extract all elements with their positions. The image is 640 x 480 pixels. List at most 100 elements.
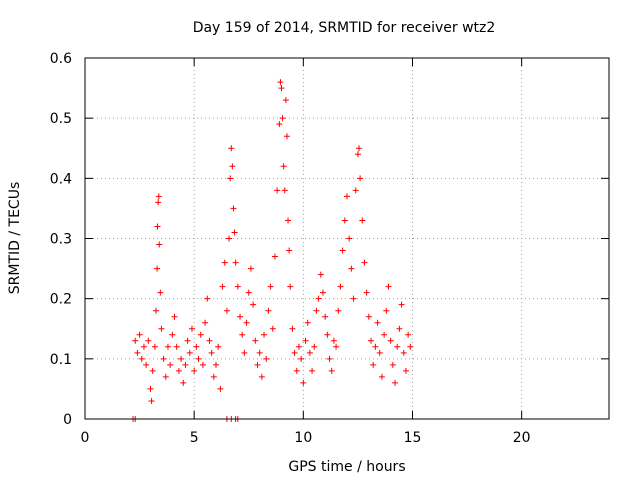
data-point [313, 307, 320, 314]
data-point [282, 97, 289, 104]
x-tick-label: 15 [404, 430, 422, 446]
data-point [352, 187, 359, 194]
data-point [328, 367, 335, 374]
data-point [271, 253, 278, 260]
data-point [278, 85, 285, 92]
data-point [184, 337, 191, 344]
data-point [156, 241, 163, 248]
data-point [154, 223, 161, 230]
data-point [330, 337, 337, 344]
data-point [341, 217, 348, 224]
data-point [274, 187, 281, 194]
data-point [354, 151, 361, 158]
data-point [315, 295, 322, 302]
data-point [232, 259, 239, 266]
data-point [293, 367, 300, 374]
data-point [258, 373, 265, 380]
data-point [402, 367, 409, 374]
data-point [134, 349, 141, 356]
data-point [295, 343, 302, 350]
data-point [263, 355, 270, 362]
data-point [324, 331, 331, 338]
data-point [158, 325, 165, 332]
data-point [206, 337, 213, 344]
data-point [182, 361, 189, 368]
y-tick-label: 0.4 [50, 171, 72, 187]
data-point [389, 361, 396, 368]
x-axis-label: GPS time / hours [288, 459, 405, 475]
data-point [247, 265, 254, 272]
data-point [374, 319, 381, 326]
data-point [202, 319, 209, 326]
x-tick-label: 20 [513, 430, 531, 446]
data-point [261, 331, 268, 338]
data-point [215, 343, 222, 350]
data-point [339, 247, 346, 254]
data-point [140, 343, 147, 350]
data-point [277, 79, 284, 86]
data-point [368, 337, 375, 344]
data-point [193, 343, 200, 350]
data-point [210, 373, 217, 380]
data-point [276, 121, 283, 128]
data-point [372, 343, 379, 350]
data-point [254, 361, 261, 368]
data-point [280, 163, 287, 170]
data-point [162, 373, 169, 380]
data-point [337, 283, 344, 290]
data-point [243, 319, 250, 326]
data-point [394, 343, 401, 350]
data-point [157, 289, 164, 296]
y-tick-label: 0.3 [50, 232, 72, 248]
plot-frame [84, 57, 610, 420]
data-point [237, 313, 244, 320]
x-tick-label: 0 [81, 430, 90, 446]
data-point [180, 379, 187, 386]
data-point [304, 319, 311, 326]
data-point [289, 325, 296, 332]
data-point [407, 343, 414, 350]
data-point [306, 349, 313, 356]
data-point [269, 325, 276, 332]
data-point [226, 235, 233, 242]
data-point [300, 379, 307, 386]
data-point [149, 367, 156, 374]
data-point [400, 349, 407, 356]
data-point [132, 337, 139, 344]
data-point [152, 307, 159, 314]
data-point [398, 301, 405, 308]
data-point [363, 289, 370, 296]
data-point [219, 283, 226, 290]
data-point [178, 355, 185, 362]
data-point [169, 331, 176, 338]
data-point [346, 235, 353, 242]
data-point [197, 331, 204, 338]
data-point [396, 325, 403, 332]
data-point [204, 295, 211, 302]
data-point [228, 145, 235, 152]
data-point [164, 343, 171, 350]
data-point [234, 283, 241, 290]
data-point [230, 205, 237, 212]
data-point [191, 367, 198, 374]
data-point [287, 283, 294, 290]
data-point [155, 193, 162, 200]
data-points [130, 79, 414, 422]
data-point [387, 337, 394, 344]
data-point [365, 313, 372, 320]
y-tick-label: 0.6 [50, 51, 72, 67]
y-tick-label: 0.1 [50, 352, 72, 368]
data-point [357, 175, 364, 182]
data-point [350, 295, 357, 302]
data-point [298, 355, 305, 362]
data-point [147, 385, 154, 392]
data-point [208, 349, 215, 356]
data-point [385, 283, 392, 290]
data-point [155, 199, 162, 206]
x-tick-label: 5 [190, 430, 199, 446]
x-tick-label: 10 [294, 430, 312, 446]
data-point [213, 361, 219, 368]
data-point [344, 193, 350, 200]
data-point [281, 187, 288, 194]
data-point [311, 343, 318, 350]
